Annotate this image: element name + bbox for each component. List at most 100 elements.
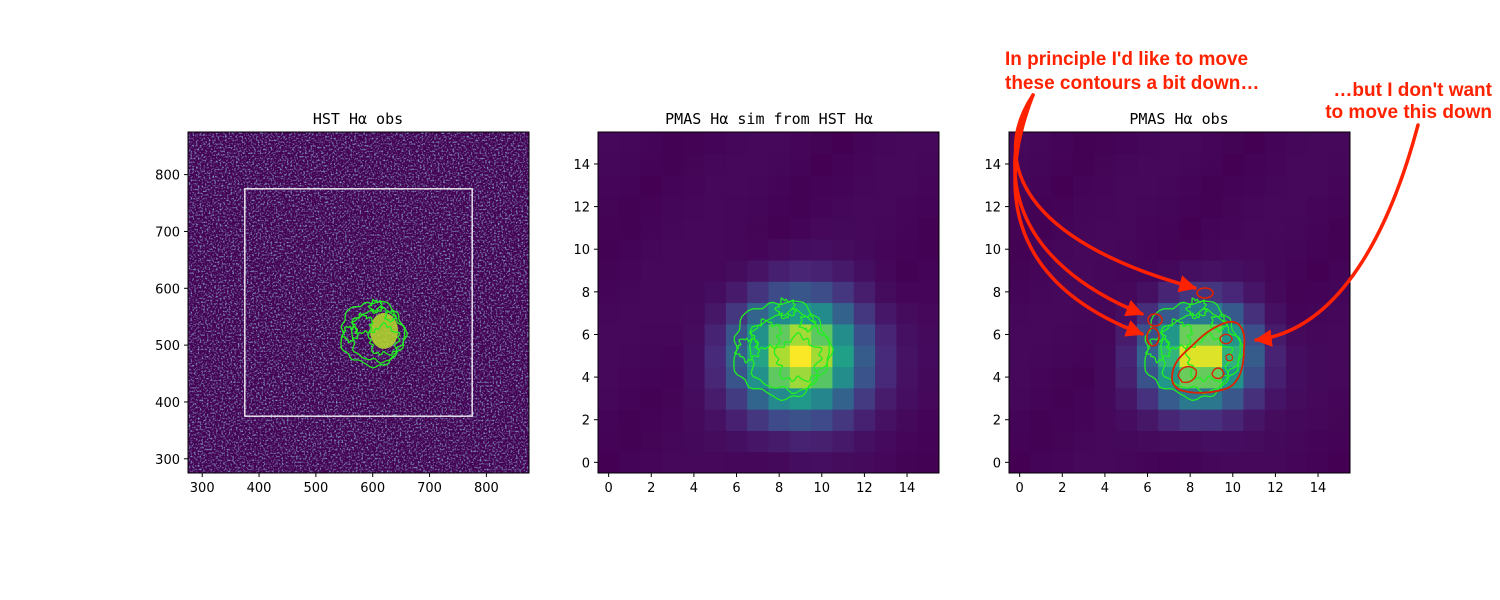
heatmap-cell <box>1115 366 1138 389</box>
heatmap-cell <box>725 153 748 176</box>
heatmap-cell <box>1136 217 1159 240</box>
heatmap-cell <box>1264 430 1287 453</box>
y-tick-label: 800 <box>155 169 180 184</box>
y-tick-label: 700 <box>155 225 180 240</box>
annotation-arrows <box>1013 93 1420 347</box>
heatmap-cell <box>1200 430 1223 453</box>
heatmap-cell <box>1243 430 1266 453</box>
heatmap-cell <box>1264 195 1287 218</box>
heatmap-cell <box>1115 409 1138 431</box>
y-tick-label: 6 <box>582 328 590 343</box>
heatmap-cell <box>661 302 684 325</box>
x-tick-label: 4 <box>690 481 698 496</box>
x-tick-label: 4 <box>1101 481 1109 496</box>
heatmap-cell <box>832 409 855 431</box>
heatmap-cell <box>1158 430 1181 453</box>
heatmap-cell <box>1115 387 1138 410</box>
heatmap-cell <box>853 409 876 431</box>
heatmap-cell <box>683 195 706 218</box>
heatmap-cell <box>875 132 897 154</box>
heatmap-cell <box>1243 387 1266 410</box>
heatmap-cell <box>875 409 897 431</box>
heatmap-cell <box>1030 366 1053 389</box>
heatmap-cell <box>1136 153 1159 176</box>
heatmap-cell <box>1030 430 1053 453</box>
heatmap-cell <box>917 238 939 261</box>
heatmap-cell <box>1051 259 1074 282</box>
x-tick-label: 700 <box>417 481 442 496</box>
heatmap-cell <box>661 281 684 304</box>
heatmap-cell <box>598 451 620 473</box>
y-tick-label: 0 <box>582 456 590 471</box>
x-tick-label: 10 <box>1225 481 1242 496</box>
heatmap-cell <box>896 387 919 410</box>
heatmap-cell <box>683 387 706 410</box>
heatmap-cell <box>1243 259 1266 282</box>
heatmap-cell <box>598 238 620 261</box>
heatmap-cell <box>1307 259 1330 282</box>
heatmap-cell <box>1328 217 1350 240</box>
x-tick-label: 12 <box>1267 481 1284 496</box>
heatmap-cell <box>896 323 919 346</box>
arrow-to-obs-contour <box>1254 123 1420 347</box>
heatmap-cell <box>1200 132 1223 154</box>
heatmap-cell <box>725 323 748 346</box>
heatmap-cell <box>1115 451 1138 473</box>
heatmap-cell <box>1264 238 1287 261</box>
heatmap-cell <box>1200 259 1223 282</box>
heatmap-cell <box>811 387 834 410</box>
annotation-left-line2: these contours a bit down… <box>1005 73 1259 94</box>
heatmap-cell <box>917 174 939 197</box>
heatmap-cell <box>1136 366 1159 389</box>
heatmap-cell <box>1094 366 1117 389</box>
heatmap-cell <box>619 259 642 282</box>
heatmap-cell <box>1094 430 1117 453</box>
panel-title-pmas-obs: PMAS Hα obs <box>1129 110 1228 128</box>
heatmap-cell <box>1072 409 1095 431</box>
heatmap-cell <box>1030 132 1053 154</box>
heatmap-cell <box>725 174 748 197</box>
heatmap-cell <box>1030 323 1053 346</box>
heatmap-cell <box>598 132 620 154</box>
heatmap-cell <box>1158 409 1181 431</box>
x-tick-label: 0 <box>605 481 613 496</box>
heatmap-cell <box>1136 238 1159 261</box>
heatmap-cell <box>1264 217 1287 240</box>
heatmap-cell <box>853 302 876 325</box>
heatmap-cell <box>1094 217 1117 240</box>
heatmap-cell <box>896 238 919 261</box>
heatmap-cell <box>1051 451 1074 473</box>
heatmap-cell <box>725 281 748 304</box>
heatmap-cell <box>1009 259 1031 282</box>
heatmap-cell <box>704 153 727 176</box>
heatmap-cell <box>832 451 855 473</box>
heatmap-cell <box>725 302 748 325</box>
heatmap-cell <box>768 281 791 304</box>
contour-line <box>367 298 384 314</box>
heatmap-cell <box>747 451 770 473</box>
heatmap-cell <box>1094 238 1117 261</box>
heatmap-cell <box>789 409 812 431</box>
heatmap-cell <box>768 132 791 154</box>
y-tick-label: 8 <box>582 286 590 301</box>
heatmap-cell <box>1179 195 1202 218</box>
heatmap-cell <box>1328 387 1350 410</box>
heatmap-cell <box>917 323 939 346</box>
heatmap-cell <box>1286 409 1308 431</box>
heatmap-cell <box>661 366 684 389</box>
heatmap-cell <box>747 409 770 431</box>
heatmap-cell <box>704 217 727 240</box>
heatmap-cell <box>789 281 812 304</box>
heatmap-cell <box>1243 174 1266 197</box>
heatmap-cell <box>1328 153 1350 176</box>
heatmap-cell <box>1072 366 1095 389</box>
heatmap-cell <box>811 238 834 261</box>
y-tick-label: 4 <box>582 371 590 386</box>
heatmap-cell <box>1264 345 1287 368</box>
heatmap-cell <box>640 132 663 154</box>
heatmap-cell <box>1307 409 1330 431</box>
heatmap-cell <box>1222 217 1245 240</box>
heatmap-cell <box>1328 132 1350 154</box>
heatmap-cell <box>640 409 663 431</box>
